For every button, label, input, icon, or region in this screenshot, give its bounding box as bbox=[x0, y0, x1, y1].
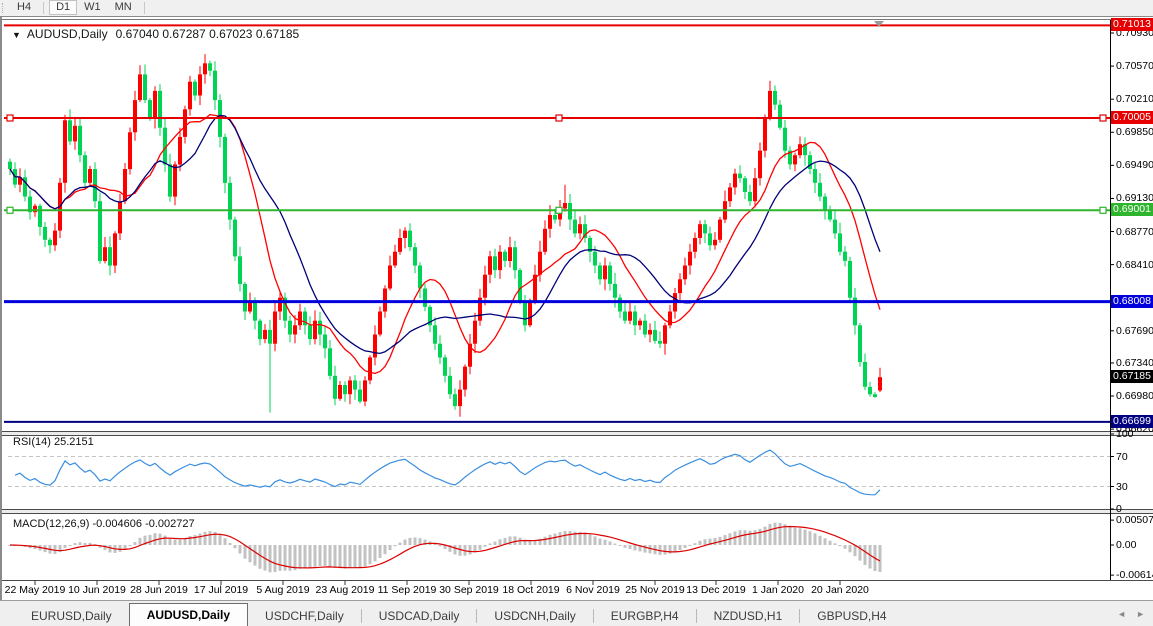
macd-scale-label: 0.005076 bbox=[1116, 514, 1153, 527]
chart-tab-bar: EURUSD,Daily AUDUSD,Daily USDCHF,Daily USDC… bbox=[0, 600, 1153, 626]
price-badge-0.71013: 0.71013 bbox=[1111, 18, 1153, 32]
price-scale-label: 0.69850 bbox=[1116, 126, 1153, 139]
ohlc-low: 0.67023 bbox=[209, 27, 253, 41]
tab-usdcnh-daily[interactable]: USDCNH,Daily bbox=[494, 609, 576, 623]
tab-scroll-right-icon[interactable]: ► bbox=[1136, 609, 1145, 619]
tab-eurusd-daily[interactable]: EURUSD,Daily bbox=[31, 609, 112, 623]
price-badge-0.66699: 0.66699 bbox=[1111, 414, 1153, 428]
macd-histogram bbox=[8, 522, 882, 573]
date-label: 20 Jan 2020 bbox=[811, 584, 869, 596]
price-badge-0.69001: 0.69001 bbox=[1111, 203, 1153, 217]
tab-scroll-left-icon[interactable]: ◄ bbox=[1117, 609, 1127, 619]
date-label: 22 May 2019 bbox=[4, 584, 66, 596]
price-scale-label: 0.69130 bbox=[1116, 192, 1153, 205]
rsi-line bbox=[14, 449, 881, 496]
price-badge-0.70005: 0.70005 bbox=[1111, 111, 1153, 125]
tab-separator bbox=[360, 609, 362, 623]
date-label: 28 Jun 2019 bbox=[130, 584, 188, 596]
price-scale-label: 0.70210 bbox=[1116, 93, 1153, 106]
toolbar-separator bbox=[143, 1, 145, 14]
date-label: 30 Sep 2019 bbox=[439, 584, 499, 596]
date-label: 6 Nov 2019 bbox=[566, 584, 620, 596]
date-label: 25 Nov 2019 bbox=[625, 584, 685, 596]
timeframe-button-w1[interactable]: W1 bbox=[84, 1, 101, 13]
chart-canvas[interactable] bbox=[0, 0, 1153, 600]
rsi-scale-label: 0 bbox=[1116, 503, 1122, 515]
tab-gbpusd-h4[interactable]: GBPUSD,H4 bbox=[817, 609, 887, 623]
panel-splitter[interactable] bbox=[2, 431, 1153, 436]
timeframe-button-mn[interactable]: MN bbox=[114, 1, 132, 13]
ohlc-open: 0.67040 bbox=[115, 27, 159, 41]
date-label: 17 Jul 2019 bbox=[193, 584, 249, 596]
ohlc-high: 0.67287 bbox=[162, 27, 206, 41]
current-price-badge: 0.67185 bbox=[1111, 370, 1153, 384]
horizontal-line-0.69001[interactable] bbox=[4, 206, 1110, 214]
date-label: 18 Oct 2019 bbox=[502, 584, 560, 596]
tab-audusd-daily[interactable]: AUDUSD,Daily bbox=[128, 603, 249, 626]
macd-scale-label: -0.006148 bbox=[1116, 569, 1153, 582]
chart-symbol-label: AUDUSD,Daily bbox=[26, 27, 108, 41]
tab-separator bbox=[592, 609, 594, 623]
tab-usdcad-daily[interactable]: USDCAD,Daily bbox=[378, 609, 460, 623]
moving-average-20 bbox=[9, 114, 881, 355]
panel-splitter[interactable] bbox=[2, 509, 1153, 514]
timeframe-toolbar: H4 D1 W1 MN bbox=[0, 0, 1153, 15]
macd-signal-line bbox=[9, 525, 881, 569]
date-label: 13 Dec 2019 bbox=[686, 584, 746, 596]
ohlc-close: 0.67185 bbox=[255, 27, 300, 41]
date-label: 1 Jan 2020 bbox=[752, 584, 804, 596]
timeframe-button-d1[interactable]: D1 bbox=[49, 0, 78, 15]
rsi-scale-label: 70 bbox=[1116, 450, 1128, 463]
rsi-scale-label: 30 bbox=[1116, 480, 1128, 493]
tab-separator bbox=[695, 609, 697, 623]
price-scale-label: 0.69490 bbox=[1116, 159, 1153, 172]
chart-window[interactable] bbox=[0, 16, 1153, 600]
rsi-label: RSI(14) 25.2151 bbox=[13, 436, 94, 448]
price-scale-label: 0.67340 bbox=[1116, 356, 1153, 369]
tab-separator bbox=[799, 609, 801, 623]
toolbar-grip-icon bbox=[2, 2, 6, 13]
chart-dropdown-icon[interactable]: ▼ bbox=[12, 30, 21, 40]
price-badge-0.68008: 0.68008 bbox=[1111, 294, 1153, 308]
price-scale-label: 0.68770 bbox=[1116, 225, 1153, 238]
toolbar-separator bbox=[43, 1, 45, 14]
price-scale-label: 0.70570 bbox=[1116, 60, 1153, 73]
tab-scroll-controls: ◄ ► bbox=[1117, 609, 1145, 619]
chart-title: ▼ AUDUSD,Daily 0.67040 0.67287 0.67023 0.6… bbox=[12, 27, 299, 41]
timeframe-button-h4[interactable]: H4 bbox=[17, 1, 32, 13]
chart-shift-marker-icon bbox=[874, 21, 884, 27]
candlestick-series bbox=[8, 54, 882, 417]
moving-average-12 bbox=[9, 113, 881, 375]
date-label: 23 Aug 2019 bbox=[315, 584, 375, 596]
price-scale-label: 0.67690 bbox=[1116, 324, 1153, 337]
macd-label: MACD(12,26,9) -0.004606 -0.002727 bbox=[13, 518, 195, 530]
tab-usdchf-daily[interactable]: USDCHF,Daily bbox=[265, 609, 344, 623]
tab-nzdusd-h1[interactable]: NZDUSD,H1 bbox=[713, 609, 783, 623]
price-scale-label: 0.68410 bbox=[1116, 258, 1153, 271]
date-label: 5 Aug 2019 bbox=[256, 584, 310, 596]
price-scale-label: 0.66980 bbox=[1116, 390, 1153, 403]
date-label: 11 Sep 2019 bbox=[377, 584, 437, 596]
rsi-scale-label: 100 bbox=[1116, 428, 1134, 440]
horizontal-line-0.70005[interactable] bbox=[4, 114, 1110, 122]
date-label: 10 Jun 2019 bbox=[68, 584, 126, 596]
macd-scale-label: 0.00 bbox=[1116, 539, 1137, 551]
tab-separator bbox=[476, 609, 478, 623]
tab-eurgbp-h4[interactable]: EURGBP,H4 bbox=[610, 609, 679, 623]
